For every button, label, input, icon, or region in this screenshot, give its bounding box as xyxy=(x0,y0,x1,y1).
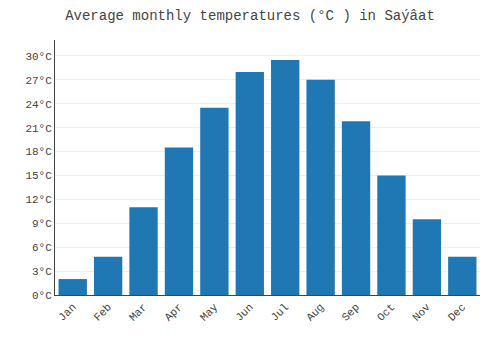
svg-text:9°C: 9°C xyxy=(32,218,52,230)
svg-text:18°C: 18°C xyxy=(25,146,52,158)
svg-text:21°C: 21°C xyxy=(25,123,52,135)
svg-text:30°C: 30°C xyxy=(25,51,52,63)
svg-text:12°C: 12°C xyxy=(25,194,52,206)
svg-text:Jun: Jun xyxy=(233,301,255,323)
svg-text:Dec: Dec xyxy=(446,301,468,323)
svg-text:6°C: 6°C xyxy=(32,242,52,254)
svg-text:24°C: 24°C xyxy=(25,99,52,111)
svg-text:3°C: 3°C xyxy=(32,266,52,278)
svg-text:Oct: Oct xyxy=(375,301,397,323)
svg-text:0°C: 0°C xyxy=(32,290,52,302)
svg-text:15°C: 15°C xyxy=(25,170,52,182)
svg-text:Apr: Apr xyxy=(162,301,184,323)
svg-text:Jan: Jan xyxy=(56,301,78,323)
svg-text:Feb: Feb xyxy=(92,301,114,323)
svg-text:Aug: Aug xyxy=(304,301,326,323)
svg-text:Jul: Jul xyxy=(269,301,291,323)
svg-text:27°C: 27°C xyxy=(25,75,52,87)
svg-text:Average monthly temperatures (: Average monthly temperatures (°C ) in Sa… xyxy=(65,8,435,24)
svg-text:Nov: Nov xyxy=(410,301,433,324)
svg-text:May: May xyxy=(198,301,221,324)
svg-text:Sep: Sep xyxy=(340,301,362,323)
svg-text:Mar: Mar xyxy=(127,301,149,323)
